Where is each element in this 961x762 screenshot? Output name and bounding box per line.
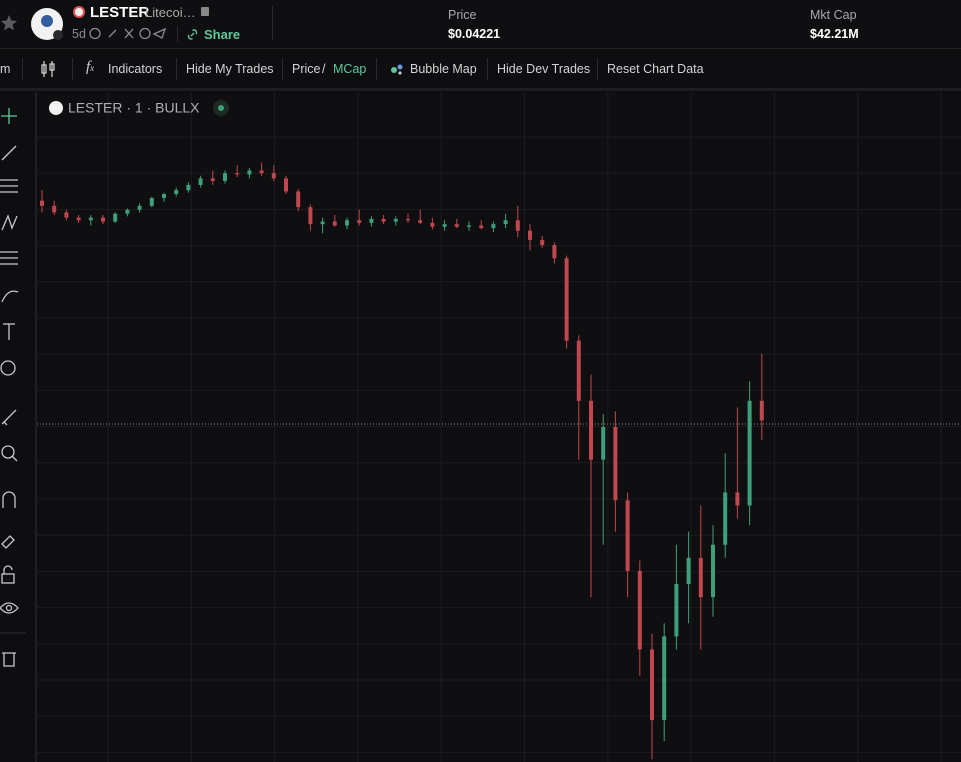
candle-body bbox=[650, 649, 654, 721]
hide-my-trades-button[interactable]: Hide My Trades bbox=[186, 62, 274, 76]
price-value: $0.04221 bbox=[448, 27, 501, 41]
candle-body bbox=[235, 173, 240, 175]
toolbar bbox=[0, 50, 961, 91]
candle-body bbox=[369, 218, 374, 223]
fx-icon: fx bbox=[86, 59, 95, 75]
candle-body bbox=[88, 217, 93, 221]
reset-chart-button[interactable]: Reset Chart Data bbox=[607, 62, 704, 76]
price-label: Price bbox=[448, 8, 477, 22]
indicators-button[interactable]: Indicators bbox=[108, 62, 163, 76]
candle-body bbox=[149, 197, 154, 206]
candle-body bbox=[442, 224, 447, 227]
star-icon[interactable] bbox=[0, 14, 18, 32]
candle-body bbox=[454, 224, 459, 227]
candle-body bbox=[540, 239, 545, 246]
candle-body bbox=[40, 200, 44, 206]
price-chart[interactable]: LESTER · 1 · BULLX bbox=[37, 92, 961, 762]
toggle-slash: / bbox=[322, 62, 326, 76]
token-name: Litecoi… bbox=[145, 5, 196, 20]
candle-body bbox=[637, 570, 642, 650]
candle-body bbox=[418, 220, 423, 223]
mcap-toggle[interactable]: MCap bbox=[333, 62, 367, 76]
chart-legend: LESTER · 1 · BULLX bbox=[68, 100, 200, 116]
candle-body bbox=[491, 224, 496, 229]
token-logo bbox=[31, 8, 63, 40]
candle-body bbox=[223, 173, 227, 181]
candle-body bbox=[747, 400, 752, 506]
candle-body bbox=[479, 225, 484, 229]
candle-body bbox=[52, 205, 57, 213]
copy-icon[interactable] bbox=[199, 6, 211, 18]
candle-body bbox=[357, 220, 362, 223]
candle-body bbox=[259, 170, 264, 174]
candle-body bbox=[125, 209, 130, 214]
candle-body bbox=[406, 218, 410, 221]
candle-body bbox=[381, 218, 386, 222]
price-toggle[interactable]: Price bbox=[292, 62, 321, 76]
bubble-icon bbox=[391, 64, 403, 75]
candle-body bbox=[101, 217, 105, 222]
candle-body bbox=[137, 205, 142, 210]
social-icons[interactable] bbox=[89, 27, 169, 40]
candle-body bbox=[662, 636, 667, 721]
candle-body bbox=[186, 184, 191, 191]
candle-body bbox=[308, 207, 313, 225]
mcap-value: $42.21M bbox=[810, 27, 859, 41]
hide-dev-trades-button[interactable]: Hide Dev Trades bbox=[497, 62, 591, 76]
share-button[interactable]: Share bbox=[204, 27, 241, 42]
candle-body bbox=[576, 340, 581, 401]
candle-body bbox=[625, 500, 630, 571]
candle-body bbox=[64, 212, 69, 218]
candle-body bbox=[723, 492, 728, 545]
candle-body bbox=[430, 222, 435, 227]
candle-body bbox=[467, 225, 471, 227]
candle-body bbox=[711, 544, 715, 598]
candle-body bbox=[601, 427, 606, 460]
mcap-label: Mkt Cap bbox=[810, 8, 857, 22]
candle-body bbox=[528, 230, 532, 240]
candle-body bbox=[198, 178, 203, 185]
tool-icons[interactable] bbox=[0, 92, 30, 762]
candle-body bbox=[552, 245, 557, 259]
candle-body bbox=[210, 178, 215, 181]
candle-body bbox=[162, 194, 166, 198]
status-dot bbox=[218, 105, 224, 111]
candle-body bbox=[589, 400, 593, 460]
candle-body bbox=[735, 492, 740, 506]
candle-body bbox=[503, 220, 508, 225]
candle-body bbox=[113, 213, 118, 222]
bubble-map-button[interactable]: Bubble Map bbox=[410, 62, 477, 76]
candle-body bbox=[284, 178, 288, 192]
legend-logo bbox=[49, 101, 63, 115]
header bbox=[0, 0, 961, 49]
candle-type-icon[interactable] bbox=[40, 60, 56, 78]
candle-body bbox=[247, 170, 252, 175]
link-icon bbox=[187, 29, 198, 40]
candle-body bbox=[698, 557, 703, 598]
candle-body bbox=[174, 190, 179, 195]
candle-body bbox=[674, 584, 679, 637]
token-age: 5d bbox=[72, 27, 86, 41]
candle-body bbox=[759, 400, 764, 421]
drawing-toolbar bbox=[0, 92, 37, 762]
candle-body bbox=[686, 557, 691, 585]
candle-body bbox=[332, 221, 337, 226]
pump-icon bbox=[73, 6, 85, 18]
candle-body bbox=[296, 191, 301, 208]
candle-body bbox=[345, 220, 349, 226]
candle-body bbox=[393, 218, 398, 222]
candle-body bbox=[613, 427, 618, 501]
candle-body bbox=[76, 217, 81, 221]
interval-button[interactable]: m bbox=[0, 62, 11, 76]
candle-body bbox=[515, 220, 520, 231]
candle-body bbox=[271, 173, 276, 179]
token-symbol: LESTER bbox=[90, 4, 150, 21]
candle-body bbox=[564, 258, 569, 341]
candle-body bbox=[320, 221, 325, 225]
